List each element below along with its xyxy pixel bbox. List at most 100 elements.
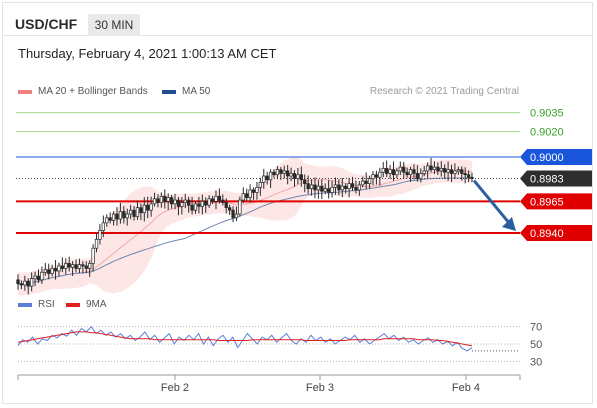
candle-body: [446, 169, 450, 173]
legend-rsi: RSI: [18, 299, 55, 310]
candle-body: [402, 166, 406, 173]
candle-body: [436, 166, 440, 172]
candle-body: [125, 213, 129, 219]
candle-body: [251, 189, 256, 193]
rsi-ma-swatch: [66, 302, 80, 307]
candle-body: [303, 179, 307, 184]
candle-body: [439, 168, 443, 172]
candle-body: [443, 168, 447, 173]
candle-body: [470, 176, 474, 179]
candle-body: [200, 200, 204, 207]
candle-body: [30, 278, 34, 287]
candle-body: [320, 185, 324, 192]
candle-body: [180, 202, 184, 207]
candle-body: [395, 170, 399, 176]
candle-body: [299, 174, 303, 181]
candle-body: [463, 173, 467, 176]
candle-body: [398, 166, 402, 172]
candle-body: [419, 173, 423, 179]
timeframe-badge[interactable]: 30 MIN: [88, 14, 140, 36]
rsi-line: [17, 325, 473, 352]
rsi-tick-50: 50: [530, 339, 542, 351]
research-credit: Research © 2021 Trading Central: [369, 86, 519, 97]
candle-body: [364, 180, 368, 184]
candle-body: [176, 199, 181, 207]
bollinger-swatch: [18, 89, 32, 94]
level-label-0.8940: 0.8940: [530, 228, 564, 240]
candle-body: [135, 207, 140, 217]
candle-body: [385, 168, 389, 174]
level-label-0.9000: 0.9000: [530, 152, 564, 164]
candle-body: [36, 275, 41, 281]
candle-body: [432, 166, 437, 171]
candle-body: [231, 209, 235, 219]
candle-body: [214, 195, 218, 202]
candle-body: [74, 264, 78, 269]
candle-body: [371, 174, 375, 179]
candle-body: [187, 199, 191, 206]
candle-body: [190, 204, 194, 211]
rsi-tick-30: 30: [530, 356, 542, 368]
candle-body: [57, 265, 61, 272]
candle-body: [197, 203, 201, 207]
candle-body: [453, 170, 457, 174]
legend-ma50: MA 50: [162, 86, 210, 97]
candle-body: [40, 271, 44, 281]
candle-body: [449, 169, 454, 174]
x-tick-label: Feb 3: [306, 382, 334, 394]
candle-body: [183, 199, 187, 203]
candle-body: [344, 185, 348, 190]
candle-body: [19, 283, 24, 286]
candle-body: [415, 173, 420, 179]
bollinger-band-area: [18, 157, 472, 296]
candle-body: [388, 169, 392, 174]
candle-body: [210, 198, 215, 202]
candle-body: [142, 204, 146, 214]
candle-body: [391, 169, 396, 176]
level-label-0.8965: 0.8965: [530, 196, 564, 208]
candle-body: [47, 269, 51, 274]
candle-body: [381, 168, 385, 173]
candle-body: [33, 275, 37, 279]
candle-body: [422, 170, 426, 174]
candle-body: [292, 173, 297, 179]
candle-body: [98, 230, 102, 240]
candle-body: [405, 171, 409, 176]
candle-body: [296, 174, 300, 179]
candle-body: [425, 165, 430, 172]
candle-body: [77, 264, 82, 269]
candle-body: [207, 198, 211, 206]
legend-bollinger: MA 20 + Bollinger Bands: [18, 86, 148, 97]
candle-body: [101, 222, 105, 231]
candle-body: [289, 173, 293, 177]
candle-body: [132, 209, 136, 217]
level-label-0.9020: 0.9020: [530, 127, 564, 139]
candle-body: [337, 184, 341, 191]
candle-body: [272, 171, 276, 176]
level-tag-0.8983: [520, 170, 592, 187]
level-label-0.9035: 0.9035: [530, 108, 564, 120]
candle-body: [238, 199, 242, 215]
candle-body: [245, 193, 249, 198]
candle-body: [279, 169, 283, 174]
candle-body: [53, 268, 58, 272]
candle-body: [354, 187, 358, 191]
projection-arrow-line: [472, 179, 512, 225]
candle-body: [43, 269, 47, 273]
level-label-0.8983: 0.8983: [530, 174, 564, 186]
candle-body: [81, 264, 85, 267]
candle-body: [163, 195, 167, 202]
candle-body: [156, 198, 160, 203]
candle-body: [70, 264, 75, 268]
candle-body: [193, 203, 198, 211]
candle-body: [323, 188, 327, 192]
candle-body: [204, 200, 208, 206]
candle-body: [169, 197, 174, 205]
candle-body: [357, 184, 362, 191]
chart-frame: [2, 2, 593, 404]
candle-body: [173, 199, 177, 205]
candle-body: [408, 169, 413, 176]
legend-rsi-ma: 9MA: [66, 299, 107, 310]
candle-body: [268, 171, 273, 181]
